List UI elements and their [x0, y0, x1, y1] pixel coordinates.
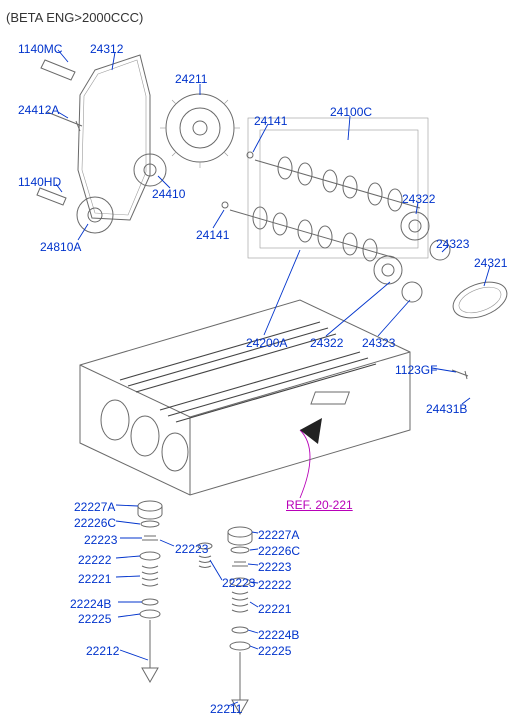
part-label-24211[interactable]: 24211 [175, 72, 207, 86]
part-label-22224B-a[interactable]: 22224B [70, 597, 111, 611]
diagram-title: (BETA ENG>2000CCC) [6, 10, 143, 25]
part-label-1140HD[interactable]: 1140HD [18, 175, 61, 189]
reference-link[interactable]: REF. 20-221 [286, 498, 353, 512]
part-label-22211[interactable]: 22211 [210, 702, 242, 716]
part-label-24431B[interactable]: 24431B [426, 402, 467, 416]
part-label-22212[interactable]: 22212 [86, 644, 119, 658]
part-label-22221-b[interactable]: 22221 [258, 602, 291, 616]
part-label-24141-b[interactable]: 24141 [196, 228, 229, 242]
part-label-24321[interactable]: 24321 [474, 256, 507, 270]
part-label-22225-a[interactable]: 22225 [78, 612, 111, 626]
part-label-24412A[interactable]: 24412A [18, 103, 59, 117]
part-label-22227A-b[interactable]: 22227A [258, 528, 299, 542]
part-label-22225-b[interactable]: 22225 [258, 644, 291, 658]
part-label-22226C-b[interactable]: 22226C [258, 544, 300, 558]
part-label-22222-b[interactable]: 22222 [258, 578, 291, 592]
part-label-22222-a[interactable]: 22222 [78, 553, 111, 567]
part-label-24323-b[interactable]: 24323 [362, 336, 395, 350]
diagram-container: (BETA ENG>2000CCC) 1140MC 24312 24412A 2… [0, 0, 532, 727]
part-label-22226C-a[interactable]: 22226C [74, 516, 116, 530]
part-label-24322-a[interactable]: 24322 [402, 192, 435, 206]
part-label-24410[interactable]: 24410 [152, 187, 185, 201]
part-label-24312[interactable]: 24312 [90, 42, 123, 56]
part-label-24200A[interactable]: 24200A [246, 336, 287, 350]
part-label-24810A[interactable]: 24810A [40, 240, 81, 254]
part-label-22221-a[interactable]: 22221 [78, 572, 111, 586]
part-label-22227A-a[interactable]: 22227A [74, 500, 115, 514]
part-label-24141-a[interactable]: 24141 [254, 114, 287, 128]
part-label-24323-a[interactable]: 24323 [436, 237, 469, 251]
part-label-1140MC[interactable]: 1140MC [18, 42, 62, 56]
part-label-22223-d[interactable]: 22223 [258, 560, 291, 574]
part-label-24100C[interactable]: 24100C [330, 105, 372, 119]
part-label-22223-c[interactable]: 22223 [222, 576, 255, 590]
part-label-22223-b[interactable]: 22223 [175, 542, 208, 556]
part-label-22224B-b[interactable]: 22224B [258, 628, 299, 642]
part-label-22223-a[interactable]: 22223 [84, 533, 117, 547]
part-label-24322-b[interactable]: 24322 [310, 336, 343, 350]
part-label-1123GF[interactable]: 1123GF [395, 363, 437, 377]
